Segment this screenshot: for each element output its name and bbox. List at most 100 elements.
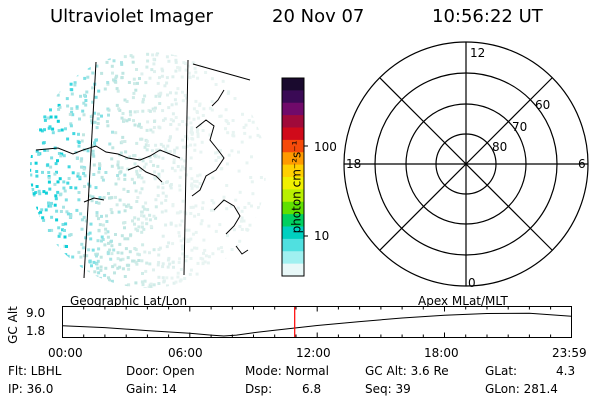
- uv-pixel: [136, 252, 140, 256]
- uv-pixel: [40, 63, 44, 67]
- timeline-x-tick-1200: 12:00: [296, 346, 331, 360]
- uv-pixel: [201, 129, 205, 132]
- uv-pixel: [59, 210, 63, 213]
- uv-pixel: [106, 55, 110, 59]
- uv-pixel: [33, 121, 37, 125]
- uv-pixel: [56, 159, 59, 163]
- colorbar-cell: [282, 201, 304, 215]
- uv-pixel: [102, 196, 106, 200]
- uv-pixel: [144, 143, 148, 147]
- uv-pixel: [65, 245, 68, 248]
- orbit-altitude-timeline: [62, 306, 572, 338]
- uv-pixel: [190, 182, 194, 186]
- uv-pixel: [243, 206, 247, 209]
- date-label: 20 Nov 07: [272, 6, 365, 27]
- uv-pixel: [247, 246, 251, 250]
- uv-pixel: [125, 119, 129, 123]
- uv-pixel: [108, 142, 112, 146]
- uv-pixel: [173, 52, 177, 55]
- uv-pixel: [152, 57, 156, 61]
- uv-pixel: [189, 55, 193, 58]
- uv-pixel: [164, 147, 168, 151]
- uv-pixel: [168, 52, 172, 54]
- uv-pixel: [38, 257, 42, 261]
- uv-pixel: [212, 201, 216, 205]
- uv-pixel: [97, 287, 101, 288]
- uv-pixel: [47, 180, 51, 184]
- uv-pixel: [230, 149, 234, 153]
- uv-pixel: [72, 70, 76, 74]
- colorbar-tick-100: 100: [314, 140, 337, 154]
- uv-pixel: [50, 69, 54, 73]
- uv-pixel: [43, 115, 47, 119]
- colorbar-cell: [282, 189, 304, 203]
- uv-pixel: [117, 166, 121, 170]
- uv-pixel: [171, 242, 175, 246]
- uv-pixel: [226, 234, 229, 238]
- mlat-label-70: 70: [512, 120, 528, 134]
- uv-pixel: [258, 79, 262, 83]
- uv-pixel: [100, 197, 104, 201]
- uv-pixel: [226, 122, 230, 125]
- uv-pixel: [118, 198, 122, 202]
- geographic-panel-label: Geographic Lat/Lon: [70, 294, 188, 308]
- uv-pixel: [156, 263, 160, 267]
- uv-pixel: [145, 148, 149, 152]
- uv-pixel: [100, 114, 103, 118]
- uv-pixel: [127, 204, 131, 208]
- uv-pixel: [161, 169, 165, 173]
- uv-pixel: [178, 184, 182, 188]
- uv-pixel: [82, 101, 86, 105]
- uv-pixel: [211, 176, 215, 180]
- uv-pixel: [35, 149, 39, 153]
- uv-pixel: [82, 171, 86, 175]
- uv-pixel: [73, 83, 77, 87]
- uv-pixel: [96, 117, 100, 121]
- uv-pixel: [206, 55, 210, 59]
- uv-pixel: [55, 244, 59, 248]
- uv-pixel: [194, 230, 198, 234]
- uv-pixel: [185, 144, 189, 148]
- uv-pixel: [59, 192, 63, 196]
- uv-pixel: [96, 259, 100, 263]
- uv-pixel: [121, 257, 125, 261]
- uv-pixel: [231, 133, 235, 137]
- uv-pixel: [98, 223, 102, 227]
- uv-pixel: [199, 222, 203, 226]
- uv-pixel: [119, 170, 123, 174]
- uv-pixel: [92, 284, 96, 288]
- uv-pixel: [57, 276, 61, 280]
- uv-pixel: [111, 130, 114, 134]
- dsp-info-value: 6.8: [302, 382, 322, 396]
- uv-pixel: [96, 122, 100, 125]
- uv-pixel: [36, 225, 40, 229]
- uv-pixel: [77, 250, 81, 254]
- uv-pixel: [192, 232, 195, 236]
- uv-pixel: [48, 254, 52, 258]
- uv-pixel: [50, 215, 54, 219]
- uv-pixel: [238, 239, 242, 243]
- uv-pixel: [149, 128, 153, 132]
- uv-pixel: [171, 75, 175, 79]
- uv-pixel: [122, 187, 126, 191]
- uv-pixel: [41, 87, 45, 91]
- uv-pixel: [135, 262, 139, 266]
- uv-pixel: [92, 260, 96, 264]
- uv-pixel: [230, 248, 234, 251]
- uv-pixel: [111, 265, 115, 269]
- uv-pixel: [152, 214, 156, 218]
- uv-pixel: [133, 110, 137, 114]
- uv-pixel: [30, 225, 33, 229]
- uv-pixel: [91, 144, 95, 148]
- uv-pixel: [66, 254, 70, 258]
- uv-pixel: [120, 116, 124, 120]
- uv-pixel: [124, 284, 128, 288]
- uv-pixel: [240, 140, 244, 144]
- uv-pixel: [173, 148, 177, 152]
- uv-pixel: [88, 259, 92, 263]
- uv-pixel: [35, 280, 39, 284]
- uv-pixel: [143, 279, 147, 283]
- uv-pixel: [198, 103, 202, 107]
- uv-pixel: [34, 282, 38, 286]
- uv-pixel: [135, 200, 139, 203]
